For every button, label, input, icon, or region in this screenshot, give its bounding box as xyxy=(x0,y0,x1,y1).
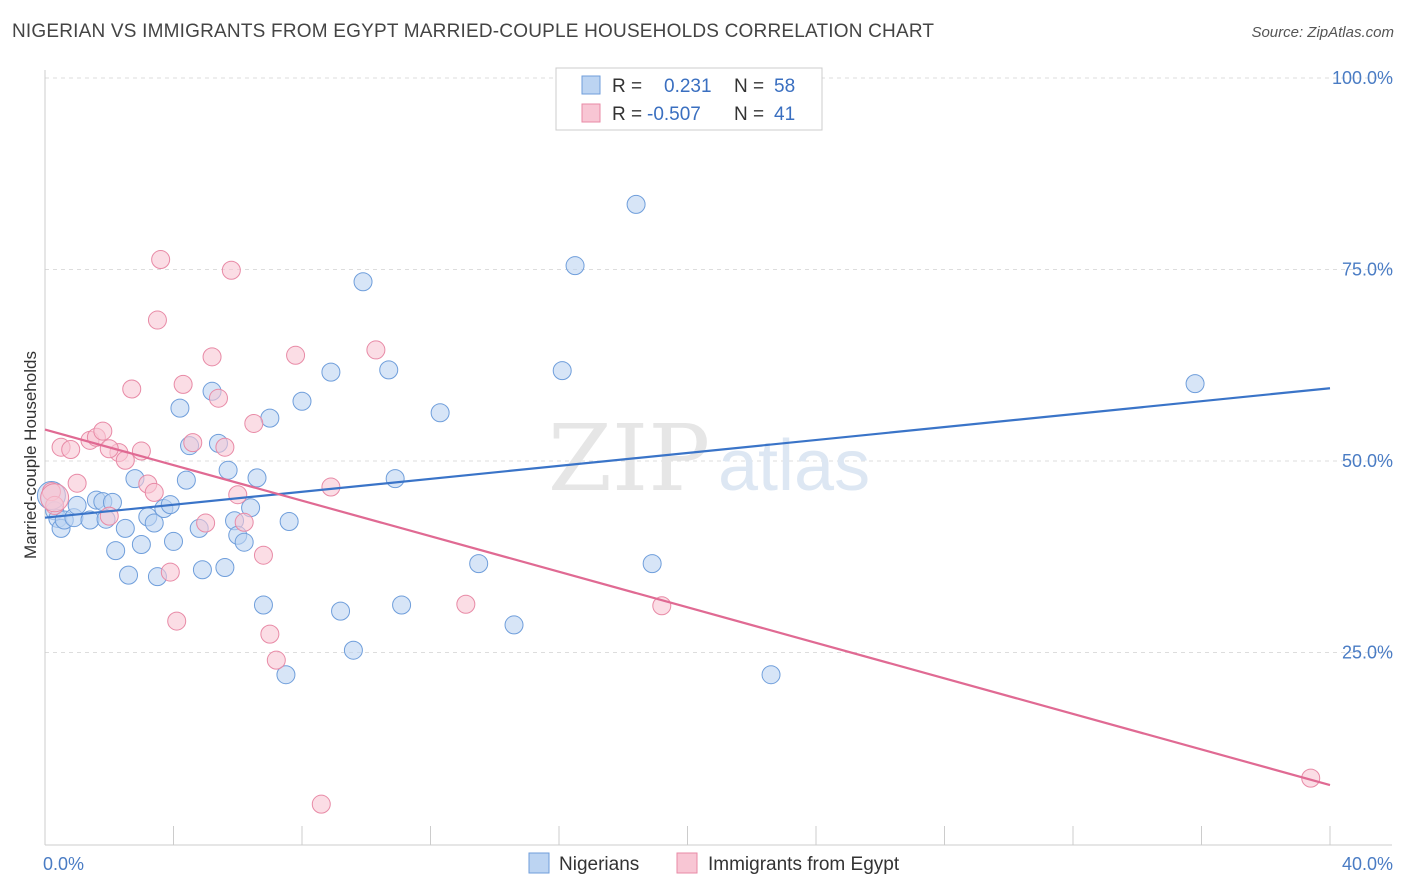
legend-n-label-1: N = xyxy=(734,76,764,97)
data-point xyxy=(215,437,235,457)
watermark-atlas: atlas xyxy=(718,426,870,506)
data-point xyxy=(147,310,167,330)
data-point xyxy=(761,665,781,685)
data-point xyxy=(253,545,273,565)
data-point xyxy=(202,347,222,367)
data-point xyxy=(1185,374,1205,394)
data-point xyxy=(122,379,142,399)
y-tick-label: 100.0% xyxy=(1332,68,1393,88)
data-point xyxy=(292,391,312,411)
trend-line-1 xyxy=(44,428,1331,787)
data-point xyxy=(40,483,70,513)
data-point xyxy=(366,340,386,360)
data-point xyxy=(234,532,254,552)
data-point xyxy=(170,398,190,418)
data-point xyxy=(93,421,113,441)
data-point xyxy=(167,611,187,631)
trend-line-0 xyxy=(44,387,1331,519)
data-point xyxy=(192,560,212,580)
data-point xyxy=(144,482,164,502)
legend-r-value-2: -0.507 xyxy=(647,104,701,125)
data-point xyxy=(67,473,87,493)
chart-title: NIGERIAN VS IMMIGRANTS FROM EGYPT MARRIE… xyxy=(12,21,935,42)
series-label-nigerians: Nigerians xyxy=(559,854,639,875)
data-point xyxy=(565,256,585,276)
data-point xyxy=(392,595,412,615)
data-point xyxy=(144,513,164,533)
legend-r-label-2: R = xyxy=(612,104,642,125)
data-point xyxy=(311,794,331,814)
stats-legend: R = 0.231 N = 58 R = -0.507 N = 41 xyxy=(555,67,823,131)
data-point xyxy=(286,345,306,365)
data-point xyxy=(266,650,286,670)
data-point xyxy=(260,624,280,644)
data-point xyxy=(321,477,341,497)
data-point xyxy=(353,272,373,292)
data-points xyxy=(36,194,1321,814)
data-point xyxy=(276,665,296,685)
series-legend: Nigerians Immigrants from Egypt xyxy=(528,852,900,875)
data-point xyxy=(218,460,238,480)
data-point xyxy=(115,518,135,538)
data-point xyxy=(244,413,264,433)
data-point xyxy=(67,495,87,515)
axes xyxy=(44,70,1392,846)
data-point xyxy=(234,512,254,532)
data-point xyxy=(260,408,280,428)
data-point xyxy=(469,554,489,574)
data-point xyxy=(106,541,126,561)
data-point xyxy=(183,433,203,453)
x-tick-label: 40.0% xyxy=(1342,854,1393,874)
data-point xyxy=(279,512,299,532)
legend-n-value-1: 58 xyxy=(774,76,795,97)
source-label: Source: ZipAtlas.com xyxy=(1251,24,1394,41)
data-point xyxy=(331,601,351,621)
legend-n-value-2: 41 xyxy=(774,104,795,125)
data-point xyxy=(552,361,572,381)
data-point xyxy=(228,485,248,505)
data-point xyxy=(379,360,399,380)
series-label-egypt: Immigrants from Egypt xyxy=(708,854,900,875)
data-point xyxy=(131,534,151,554)
data-point xyxy=(208,388,228,408)
data-point xyxy=(247,468,267,488)
data-point xyxy=(504,615,524,635)
data-point xyxy=(642,554,662,574)
data-point xyxy=(119,565,139,585)
data-point xyxy=(385,469,405,489)
legend-swatch-egypt xyxy=(581,103,601,123)
data-point xyxy=(215,557,235,577)
legend-r-value-1: 0.231 xyxy=(664,76,712,97)
tick-labels: 25.0% 50.0% 75.0% 100.0% 0.0% 40.0% xyxy=(43,68,1393,874)
data-point xyxy=(626,194,646,214)
data-point xyxy=(456,594,476,614)
data-point xyxy=(160,562,180,582)
data-point xyxy=(164,531,183,551)
gridlines xyxy=(45,77,1392,653)
data-point xyxy=(343,640,363,660)
data-point xyxy=(176,470,196,490)
data-point xyxy=(430,403,450,423)
data-point xyxy=(253,595,273,615)
series-swatch-egypt xyxy=(676,852,698,874)
legend-swatch-nigerians xyxy=(581,75,601,95)
data-point xyxy=(61,440,81,460)
series-swatch-nigerians xyxy=(528,852,550,874)
series-points-1 xyxy=(40,250,1321,814)
data-point xyxy=(196,513,216,533)
series-points-0 xyxy=(36,194,1205,685)
y-axis-label: Married-couple Households xyxy=(21,351,40,559)
data-point xyxy=(173,374,193,394)
y-tick-label: 50.0% xyxy=(1342,451,1393,471)
data-point xyxy=(321,362,341,382)
legend-r-label-1: R = xyxy=(612,76,642,97)
data-point xyxy=(151,250,171,270)
x-tick-label: 0.0% xyxy=(43,854,84,874)
data-point xyxy=(221,260,241,280)
y-tick-label: 25.0% xyxy=(1342,643,1393,663)
trend-lines xyxy=(44,387,1331,787)
y-tick-label: 75.0% xyxy=(1342,260,1393,280)
legend-n-label-2: N = xyxy=(734,104,764,125)
